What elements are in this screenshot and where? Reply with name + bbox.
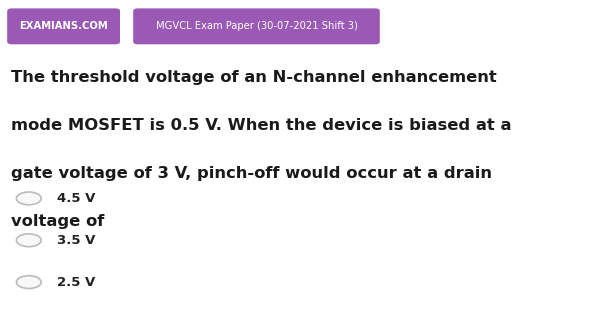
Text: EXAMIANS.COM: EXAMIANS.COM bbox=[19, 21, 108, 31]
Text: gate voltage of 3 V, pinch-off would occur at a drain: gate voltage of 3 V, pinch-off would occ… bbox=[11, 166, 492, 181]
Text: MGVCL Exam Paper (30-07-2021 Shift 3): MGVCL Exam Paper (30-07-2021 Shift 3) bbox=[155, 21, 358, 31]
Text: voltage of: voltage of bbox=[11, 214, 104, 229]
Text: The threshold voltage of an N-channel enhancement: The threshold voltage of an N-channel en… bbox=[11, 70, 497, 85]
Text: 3.5 V: 3.5 V bbox=[57, 234, 95, 247]
Text: mode MOSFET is 0.5 V. When the device is biased at a: mode MOSFET is 0.5 V. When the device is… bbox=[11, 118, 511, 133]
Circle shape bbox=[16, 192, 41, 205]
Circle shape bbox=[16, 234, 41, 247]
Text: 2.5 V: 2.5 V bbox=[57, 276, 95, 289]
Circle shape bbox=[16, 276, 41, 289]
FancyBboxPatch shape bbox=[133, 8, 380, 44]
Text: 4.5 V: 4.5 V bbox=[57, 192, 95, 205]
FancyBboxPatch shape bbox=[7, 8, 120, 44]
